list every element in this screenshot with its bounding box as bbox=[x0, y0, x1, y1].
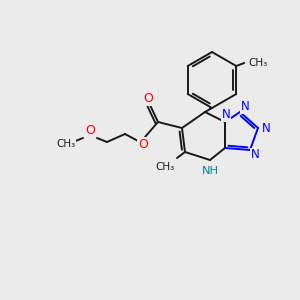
Text: N: N bbox=[241, 100, 249, 113]
Text: O: O bbox=[143, 92, 153, 106]
Text: N: N bbox=[262, 122, 270, 134]
Text: N: N bbox=[250, 148, 260, 161]
Text: O: O bbox=[138, 137, 148, 151]
Text: CH₃: CH₃ bbox=[155, 162, 175, 172]
Text: N: N bbox=[222, 109, 230, 122]
Text: O: O bbox=[85, 124, 95, 136]
Text: CH₃: CH₃ bbox=[249, 58, 268, 68]
Text: NH: NH bbox=[201, 166, 219, 176]
Text: CH₃: CH₃ bbox=[56, 139, 76, 149]
